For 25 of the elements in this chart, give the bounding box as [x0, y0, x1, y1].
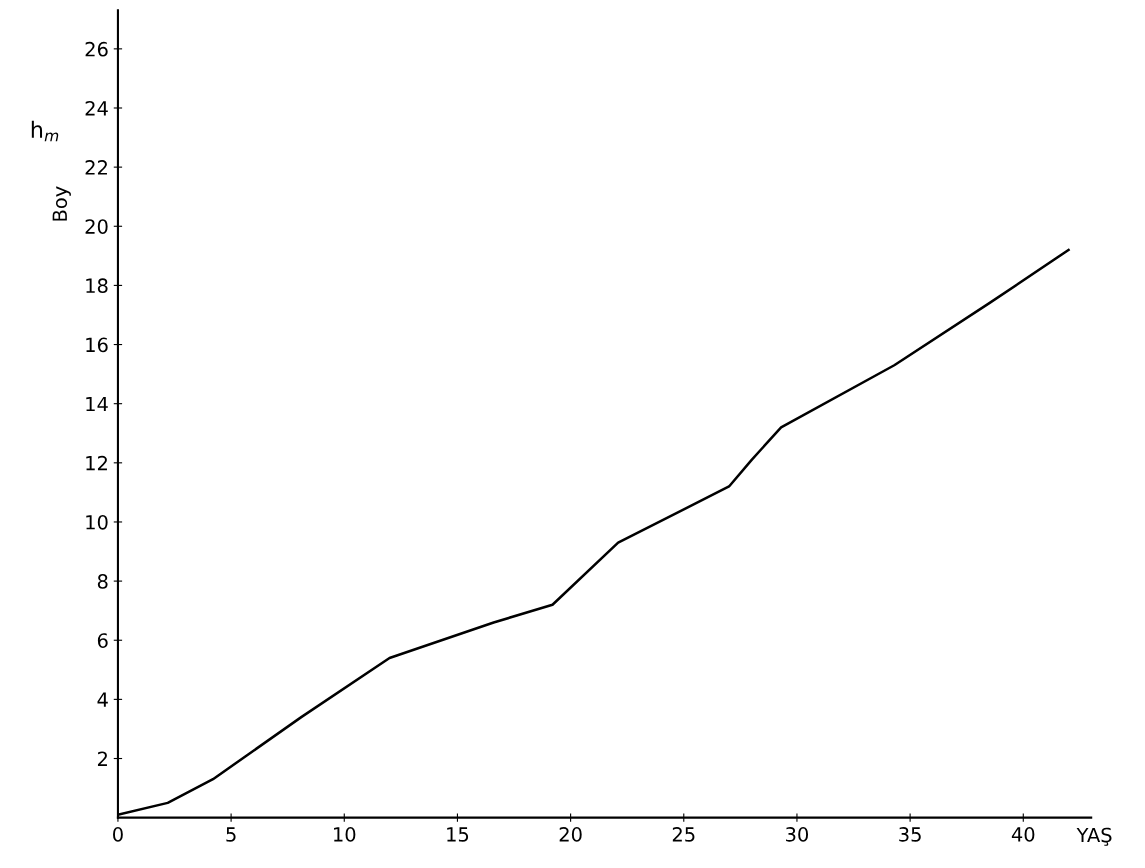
y-tick-label: 12: [86, 455, 107, 471]
y-tick-label: 8: [97, 574, 108, 589]
y-tick-label: 10: [86, 514, 108, 530]
x-tick-label: 5: [226, 827, 236, 842]
x-tick-label: 15: [447, 827, 469, 842]
x-tick-label: 30: [786, 827, 809, 842]
text: h$_{m}$: [31, 120, 59, 142]
y-tick-label: 16: [86, 337, 108, 353]
y-tick-label: 4: [97, 692, 108, 707]
y-tick-label: 20: [85, 219, 108, 234]
x-tick-label: 35: [899, 827, 921, 842]
x-axis-title: YAŞ: [1076, 827, 1112, 846]
y-tick-label: 26: [85, 41, 108, 57]
y-tick-label: 22: [85, 160, 107, 175]
y-tick-label: 2: [97, 751, 107, 766]
x-tick-label: 40: [1011, 827, 1035, 842]
y-tick-label: 24: [85, 100, 108, 116]
y-tick-label: 6: [97, 633, 108, 648]
x-tick-label: 10: [334, 827, 356, 842]
x-tick-label: 20: [559, 827, 582, 842]
x-tick-label: 0: [113, 827, 123, 842]
y-axis-title: Boy: [52, 186, 71, 221]
x-tick-label: 25: [672, 827, 695, 842]
y-tick-label: 14: [86, 396, 108, 412]
y-tick-label: 18: [86, 278, 108, 294]
